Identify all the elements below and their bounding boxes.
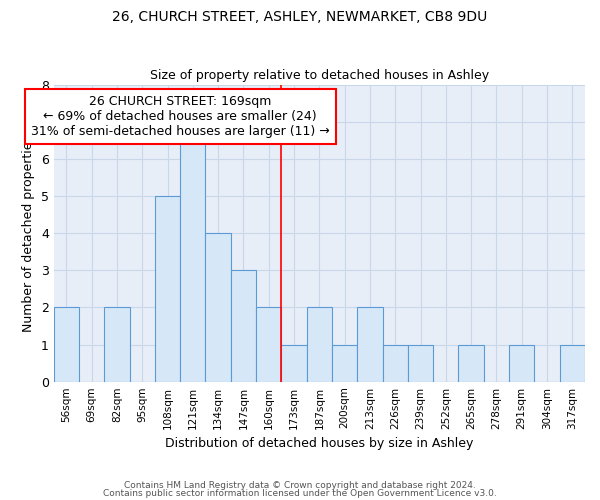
Text: 26, CHURCH STREET, ASHLEY, NEWMARKET, CB8 9DU: 26, CHURCH STREET, ASHLEY, NEWMARKET, CB… [112,10,488,24]
Bar [104,308,130,382]
Bar [383,344,408,382]
Text: Contains HM Land Registry data © Crown copyright and database right 2024.: Contains HM Land Registry data © Crown c… [124,481,476,490]
Bar [53,308,79,382]
Bar [332,344,357,382]
Bar [281,344,307,382]
Bar [205,233,231,382]
Bar [357,308,383,382]
Y-axis label: Number of detached properties: Number of detached properties [22,134,35,332]
Title: Size of property relative to detached houses in Ashley: Size of property relative to detached ho… [150,69,489,82]
Bar [509,344,535,382]
Bar [256,308,281,382]
Bar [307,308,332,382]
Bar [408,344,433,382]
X-axis label: Distribution of detached houses by size in Ashley: Distribution of detached houses by size … [165,437,473,450]
Bar [231,270,256,382]
Bar [560,344,585,382]
Text: Contains public sector information licensed under the Open Government Licence v3: Contains public sector information licen… [103,488,497,498]
Bar [458,344,484,382]
Bar [180,122,205,382]
Text: 26 CHURCH STREET: 169sqm
← 69% of detached houses are smaller (24)
31% of semi-d: 26 CHURCH STREET: 169sqm ← 69% of detach… [31,95,329,138]
Bar [155,196,180,382]
